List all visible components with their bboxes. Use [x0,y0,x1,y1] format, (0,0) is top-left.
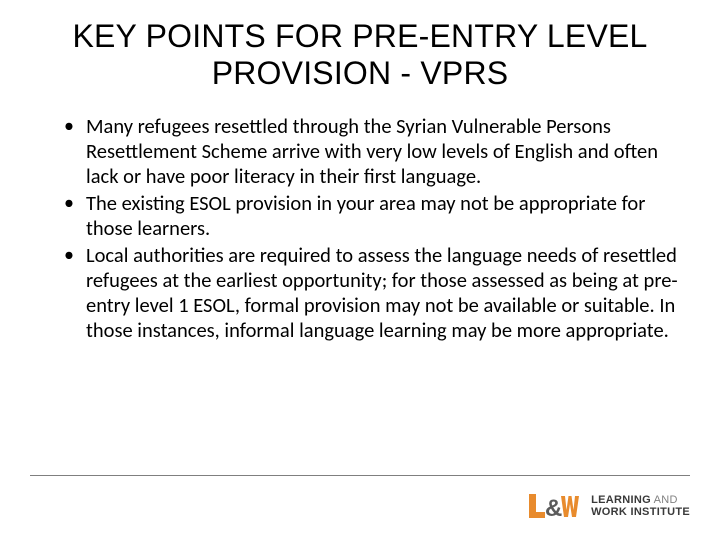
svg-text:&: & [545,495,562,522]
list-item: Many refugees resettled through the Syri… [64,114,686,189]
bullet-list: Many refugees resettled through the Syri… [34,114,686,345]
logo-line1-light: AND [651,494,678,506]
slide-title: KEY POINTS FOR PRE-ENTRY LEVEL PROVISION… [34,18,686,92]
slide: KEY POINTS FOR PRE-ENTRY LEVEL PROVISION… [0,0,720,540]
logo-mark-icon: & [527,492,581,522]
list-item: The existing ESOL provision in your area… [64,191,686,241]
divider-line [30,475,690,476]
logo-line2: WORK INSTITUTE [591,507,690,519]
footer-logo: & LEARNING AND WORK INSTITUTE [527,492,690,522]
list-item: Local authorities are required to assess… [64,243,686,343]
logo-line1-strong: LEARNING [591,494,651,506]
logo-text: LEARNING AND WORK INSTITUTE [591,495,690,518]
